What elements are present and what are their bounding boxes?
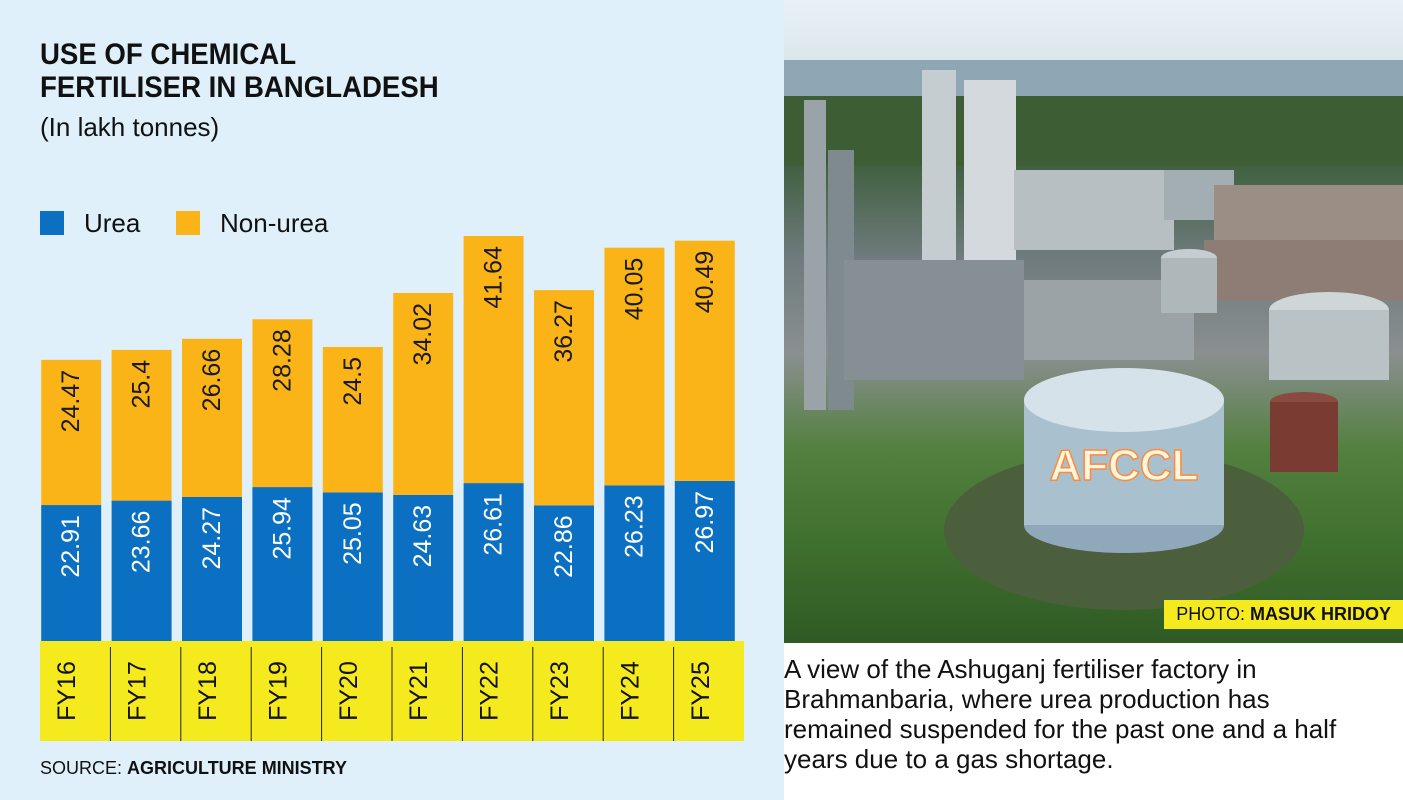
bar-non-urea-fy16 — [41, 359, 102, 506]
data-label-urea-fy20: 25.05 — [339, 502, 367, 565]
category-label-fy18: FY18 — [194, 661, 222, 721]
bar-urea-fy25 — [674, 480, 735, 641]
main-tank-roof — [1024, 368, 1224, 432]
chart-title: USE OF CHEMICAL FERTILISER IN BANGLADESH — [40, 38, 439, 104]
factory-illustration: AFCCL — [784, 60, 1403, 610]
source-label: SOURCE: — [40, 758, 123, 778]
bar-non-urea-fy22 — [463, 236, 524, 484]
warehouse-structure — [1014, 170, 1174, 250]
category-label-fy25: FY25 — [687, 661, 715, 721]
bar-urea-fy19 — [252, 487, 313, 641]
bar-urea-fy20 — [322, 492, 383, 641]
data-label-non-urea-fy16: 24.47 — [57, 370, 85, 433]
pipework-area — [844, 260, 1024, 380]
river-area — [784, 60, 1403, 100]
data-label-urea-fy22: 26.61 — [480, 493, 508, 556]
photo-credit-label: PHOTO: — [1176, 604, 1245, 624]
category-label-fy22: FY22 — [476, 661, 504, 721]
bar-non-urea-fy19 — [252, 319, 313, 488]
data-label-urea-fy24: 26.23 — [620, 495, 648, 558]
bar-non-urea-fy23 — [534, 290, 594, 506]
storage-tank — [1161, 258, 1217, 313]
stacked-bar-chart: 22.91 24.47 FY16 23.66 25.4 FY17 24.27 26.66 FY1… — [40, 236, 744, 741]
factory-photo: AFCCL PHOTO: MASUK HRIDOY — [784, 0, 1403, 643]
legend-label-non-urea: Non-urea — [220, 208, 329, 238]
source-name: AGRICULTURE MINISTRY — [127, 758, 348, 778]
data-label-non-urea-fy17: 25.4 — [128, 360, 156, 409]
data-label-urea-fy23: 22.86 — [550, 515, 578, 578]
bar-non-urea-fy18 — [182, 338, 242, 497]
data-label-non-urea-fy24: 40.05 — [620, 258, 648, 321]
data-label-urea-fy25: 26.97 — [691, 491, 719, 554]
bar-urea-fy22 — [463, 483, 524, 641]
data-label-non-urea-fy22: 41.64 — [480, 246, 508, 309]
bar-urea-fy16 — [41, 505, 102, 641]
chart-panel: USE OF CHEMICAL FERTILISER IN BANGLADESH… — [0, 0, 784, 800]
photo-credit-name: MASUK HRIDOY — [1249, 604, 1391, 624]
bar-non-urea-fy17 — [111, 349, 172, 501]
legend-label-urea: Urea — [84, 208, 141, 238]
warehouse-structure — [1204, 240, 1403, 300]
category-label-fy19: FY19 — [264, 661, 292, 721]
category-label-fy23: FY23 — [546, 661, 574, 721]
category-label-fy20: FY20 — [335, 661, 363, 721]
data-label-non-urea-fy23: 36.27 — [550, 300, 578, 363]
bar-urea-fy21 — [393, 494, 454, 641]
photo-credit: PHOTO: MASUK HRIDOY — [1164, 600, 1403, 629]
tank-sign-text: AFCCL — [1049, 441, 1198, 490]
chart-source: SOURCE: AGRICULTURE MINISTRY — [40, 758, 347, 779]
data-label-urea-fy17: 23.66 — [128, 511, 156, 574]
category-label-fy21: FY21 — [405, 661, 433, 721]
data-label-non-urea-fy21: 34.02 — [409, 303, 437, 366]
silo-structure — [964, 80, 1016, 270]
category-label-fy24: FY24 — [616, 661, 644, 721]
category-label-fy16: FY16 — [53, 661, 81, 721]
storage-tank — [1269, 310, 1389, 380]
warehouse-structure — [1214, 185, 1403, 245]
photo-caption: A view of the Ashuganj fertiliser factor… — [784, 654, 1337, 774]
category-label-fy17: FY17 — [124, 661, 152, 721]
bar-urea-fy18 — [182, 496, 242, 641]
legend-swatch-urea — [40, 211, 64, 235]
data-label-urea-fy21: 24.63 — [409, 505, 437, 568]
bar-non-urea-fy24 — [604, 247, 665, 486]
bar-urea-fy24 — [604, 485, 665, 641]
bar-non-urea-fy25 — [674, 240, 735, 481]
tree-line — [784, 96, 1403, 166]
data-label-non-urea-fy18: 26.66 — [198, 349, 226, 412]
data-label-urea-fy19: 25.94 — [268, 497, 296, 560]
bar-urea-fy17 — [111, 500, 172, 641]
data-label-non-urea-fy25: 40.49 — [691, 251, 719, 314]
chart-subtitle: (In lakh tonnes) — [40, 112, 220, 142]
data-label-non-urea-fy20: 24.5 — [339, 357, 367, 406]
rust-tank — [1270, 402, 1338, 472]
bar-urea-fy23 — [534, 505, 594, 641]
bar-non-urea-fy20 — [322, 346, 383, 493]
legend-swatch-non-urea — [176, 211, 200, 235]
data-label-urea-fy18: 24.27 — [198, 507, 226, 570]
data-label-urea-fy16: 22.91 — [57, 515, 85, 578]
bar-non-urea-fy21 — [393, 292, 454, 495]
tower-structure — [804, 100, 826, 410]
data-label-non-urea-fy19: 28.28 — [268, 329, 296, 392]
